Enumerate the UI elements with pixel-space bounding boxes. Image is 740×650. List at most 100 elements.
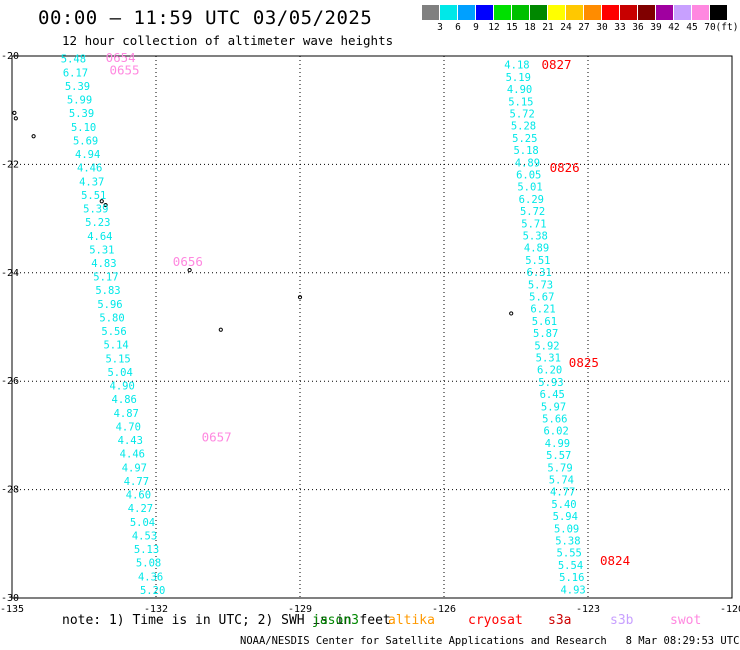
legend-label: 70 (704, 22, 716, 33)
wave-height-point: 5.72 (510, 108, 535, 120)
wave-height-point: 5.71 (521, 218, 546, 230)
wave-height-point: 5.09 (554, 523, 579, 535)
wave-height-point: 4.90 (110, 381, 135, 393)
island-outline (218, 327, 223, 332)
island-outline (187, 267, 192, 273)
wave-height-point: 4.37 (79, 176, 104, 188)
time-label: 0825 (569, 355, 599, 370)
time-label: 0656 (173, 254, 203, 269)
wave-height-point: 4.97 (122, 462, 147, 474)
legend-swatch (566, 5, 584, 20)
wave-height-point: 4.43 (118, 435, 143, 447)
wave-height-point: 5.83 (95, 285, 120, 297)
wave-height-point: 5.72 (520, 206, 545, 218)
color-legend: 3 6 9 12 15 18 21 24 27 30 33 36 39 42 45 70 (ft) (422, 5, 738, 35)
wave-height-point: 6.05 (516, 169, 541, 181)
legend-label: 9 (473, 22, 479, 33)
wave-height-point: 5.23 (85, 217, 110, 229)
legend-swatch (530, 5, 548, 20)
y-tick-label: -20 (1, 51, 19, 62)
wave-height-point: 5.96 (97, 299, 122, 311)
legend-swatch (548, 5, 566, 20)
footer-credit: NOAA/NESDIS Center for Satellite Applica… (240, 635, 740, 647)
island-outline (509, 311, 514, 316)
wave-height-point: 5.13 (134, 544, 159, 556)
wave-height-point: 4.64 (87, 231, 112, 243)
legend-swatch (656, 5, 674, 20)
legend-swatch (458, 5, 476, 20)
wave-height-point: 5.40 (551, 499, 576, 511)
wave-height-point: 5.14 (103, 340, 128, 352)
wave-height-point: 4.90 (507, 84, 532, 96)
island-outline (99, 199, 104, 204)
island-outline (13, 116, 18, 121)
legend-label: 42 (668, 22, 680, 33)
satellite-label: altika (388, 613, 435, 628)
legend-swatch (494, 5, 512, 20)
wave-height-point: 4.94 (75, 149, 100, 161)
wave-height-point: 5.38 (523, 230, 548, 242)
legend-swatch (638, 5, 656, 20)
wave-height-point: 5.15 (105, 353, 130, 365)
wave-height-point: 4.46 (77, 163, 102, 175)
time-label: 0655 (109, 63, 139, 78)
wave-height-point: 5.48 (61, 54, 86, 66)
wave-height-point: 5.73 (528, 279, 553, 291)
wave-height-point: 5.28 (511, 121, 536, 133)
wave-height-point: 5.55 (557, 548, 582, 560)
wave-height-point: 5.94 (553, 511, 578, 523)
time-label: 0827 (541, 57, 571, 72)
x-tick-label: -129 (288, 604, 312, 615)
wave-height-point: 4.46 (120, 449, 145, 461)
wave-height-point: 4.27 (128, 503, 153, 515)
wave-height-point: 6.02 (543, 426, 568, 438)
y-tick-label: -28 (1, 485, 19, 496)
island-outline (31, 134, 36, 139)
legend-swatch (602, 5, 620, 20)
legend-unit: (ft) (715, 22, 739, 33)
x-tick-label: -126 (432, 604, 456, 615)
legend-label: 3 (437, 22, 443, 33)
x-tick-label: -132 (144, 604, 168, 615)
wave-height-point: 5.18 (513, 145, 538, 157)
y-tick-label: -24 (1, 268, 19, 279)
wave-height-point: 5.01 (517, 182, 542, 194)
legend-label: 39 (650, 22, 662, 33)
wave-height-point: 5.39 (83, 204, 108, 216)
wave-height-point: 5.17 (93, 272, 118, 284)
wave-height-point: 6.21 (530, 304, 555, 316)
legend-label: 18 (524, 22, 536, 33)
legend-swatch (692, 5, 710, 20)
wave-height-point: 5.67 (529, 291, 554, 303)
wave-height-point: 5.25 (512, 133, 537, 145)
legend-swatch (710, 5, 728, 20)
wave-height-point: 4.89 (524, 243, 549, 255)
wave-height-point: 5.20 (140, 585, 165, 597)
wave-height-point: 5.39 (65, 81, 90, 93)
wave-height-point: 5.66 (542, 414, 567, 426)
island-outline (297, 295, 303, 300)
legend-label: 33 (614, 22, 626, 33)
wave-height-point: 4.86 (112, 394, 137, 406)
legend-swatch (584, 5, 602, 20)
wave-height-point: 5.87 (533, 328, 558, 340)
wave-height-point: 5.31 (89, 244, 114, 256)
legend-label: 12 (488, 22, 500, 33)
plot-border (11, 55, 733, 599)
legend-swatch (476, 5, 494, 20)
time-label: 0826 (550, 160, 580, 175)
legend-label: 6 (455, 22, 461, 33)
wave-height-point: 6.17 (63, 67, 88, 79)
legend-swatch (422, 5, 440, 20)
legend-label: 45 (686, 22, 698, 33)
wave-height-point: 5.51 (525, 255, 550, 267)
legend-label: 21 (542, 22, 554, 33)
wave-height-point: 4.93 (560, 584, 585, 596)
island-outline (12, 110, 17, 116)
legend-swatch (512, 5, 530, 20)
wave-height-point: 6.20 (537, 365, 562, 377)
satellite-label: jason3 (312, 613, 359, 628)
wave-height-point: 4.83 (91, 258, 116, 270)
legend-label: 15 (506, 22, 518, 33)
wave-height-point: 4.99 (545, 438, 570, 450)
